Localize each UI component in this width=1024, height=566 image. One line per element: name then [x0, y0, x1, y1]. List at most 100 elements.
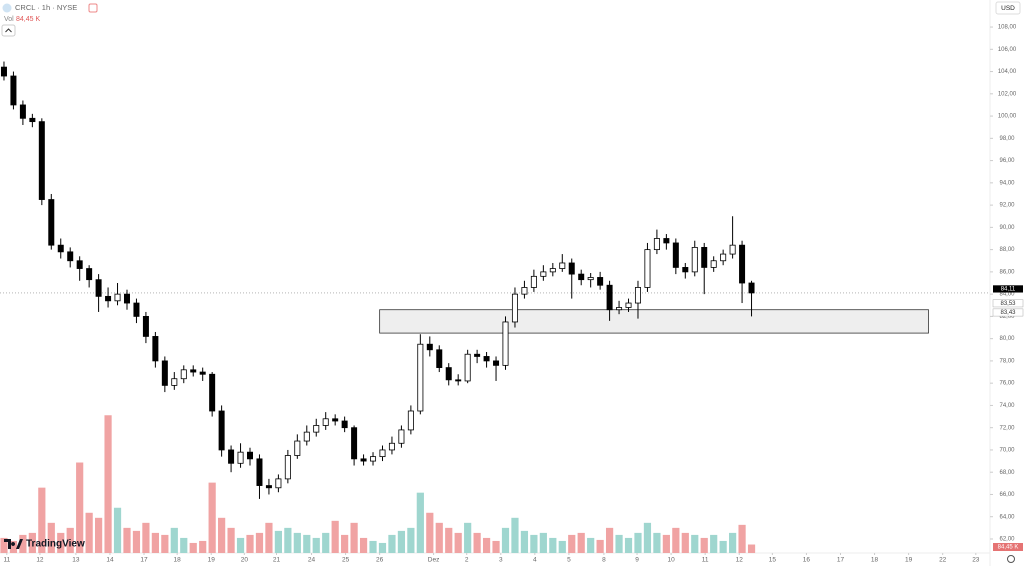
volume-pane: [0, 415, 756, 553]
candle-body: [407, 410, 414, 431]
volume-bar: [28, 532, 36, 553]
y-tick-label: 80,00: [999, 336, 1015, 342]
volume-bar: [255, 532, 264, 553]
volume-bar: [303, 534, 311, 553]
y-tick-label: 84,00: [999, 292, 1015, 298]
volume-bar: [454, 532, 462, 553]
candle-body: [48, 199, 55, 246]
candle-body: [502, 321, 509, 366]
candle-body: [559, 262, 566, 269]
volume-bar: [350, 522, 358, 553]
candle-body: [436, 349, 443, 368]
volume-bar: [729, 532, 737, 553]
settings-icon[interactable]: [1007, 555, 1015, 563]
candle-body: [549, 268, 556, 273]
candle-body: [209, 373, 216, 412]
candle-body: [133, 302, 140, 317]
x-tick-label: 15: [769, 557, 777, 564]
x-tick-label: 5: [567, 557, 571, 564]
candle-body: [351, 427, 358, 460]
candle-body: [739, 244, 746, 284]
x-tick-label: 24: [308, 557, 316, 564]
x-tick-label: 14: [106, 557, 114, 564]
volume-bar: [653, 532, 661, 553]
candle-body: [322, 418, 329, 426]
price-marker-box: [993, 285, 1023, 293]
candle-body: [152, 336, 159, 362]
y-tick-label: 90,00: [999, 225, 1015, 231]
volume-bar: [407, 527, 415, 553]
volume-marker-label: 84,45 K: [998, 545, 1019, 551]
x-tick-label: 10: [667, 557, 675, 564]
volume-bar: [113, 507, 122, 553]
x-tick-label: 3: [499, 557, 503, 564]
y-tick-label: 94,00: [999, 180, 1015, 186]
y-tick-label: 76,00: [999, 381, 1015, 387]
volume-bar: [672, 527, 680, 553]
candle-body: [237, 451, 244, 464]
y-tick-label: 68,00: [999, 470, 1015, 476]
price-marker-box: [992, 299, 1024, 308]
candle-body: [228, 449, 235, 464]
x-tick-label: 9: [635, 557, 639, 564]
logo: TradingView: [4, 539, 85, 550]
add-icon[interactable]: [88, 3, 98, 13]
candle-body: [171, 378, 178, 386]
candle-body: [720, 253, 727, 262]
candle-body: [568, 262, 575, 275]
volume-bar: [322, 532, 330, 553]
volume-bar: [218, 517, 226, 553]
x-tick-label: 22: [939, 557, 947, 564]
volume-bar: [151, 532, 159, 553]
candle-body: [521, 287, 528, 295]
candle-body: [597, 277, 604, 286]
candle-body: [625, 302, 632, 308]
volume-bar: [331, 520, 339, 553]
candle-body: [511, 293, 518, 323]
y-tick-label: 66,00: [999, 492, 1015, 498]
candle-body: [493, 360, 500, 366]
candle-body: [86, 268, 93, 281]
volume-bar: [445, 527, 453, 553]
candle-body: [247, 451, 254, 460]
volume-marker-box: [993, 543, 1023, 551]
candle-body: [19, 104, 26, 119]
volume-bar: [549, 537, 557, 553]
candle-body: [379, 449, 386, 458]
candle-body: [616, 307, 623, 311]
currency-box[interactable]: [995, 1, 1021, 15]
volume-bar: [284, 527, 292, 553]
volume-bar: [719, 540, 727, 553]
candle-body: [653, 238, 660, 251]
candle-body: [57, 244, 64, 253]
x-tick-label: 19: [905, 557, 913, 564]
volume-bar: [482, 537, 491, 553]
volume-bar: [378, 542, 387, 553]
volume-bar: [265, 522, 273, 553]
x-tick-label: 20: [241, 557, 249, 564]
y-tick-label: 64,00: [999, 514, 1015, 520]
x-tick-label: 13: [72, 557, 80, 564]
volume-bar: [246, 534, 254, 553]
volume-bar: [710, 534, 718, 553]
candle-body: [341, 420, 348, 429]
y-tick-label: 92,00: [999, 203, 1015, 209]
logo-icon: [4, 539, 23, 549]
volume-bar: [85, 512, 93, 553]
volume-bar: [66, 527, 74, 553]
y-tick-label: 72,00: [999, 425, 1015, 431]
price-marker-label: 83,53: [1000, 301, 1016, 307]
candle-body: [161, 360, 168, 386]
volume-bar: [19, 534, 27, 553]
volume-bar: [95, 517, 103, 553]
volume-bar: [577, 532, 585, 553]
price-marker-label: 83,43: [1000, 310, 1016, 316]
collapse-button[interactable]: [1, 24, 16, 37]
x-tick-label: 12: [736, 557, 744, 564]
candle-body: [748, 282, 755, 294]
candle-body: [682, 267, 689, 273]
candle-body: [256, 458, 263, 486]
volume-bar: [161, 534, 169, 553]
